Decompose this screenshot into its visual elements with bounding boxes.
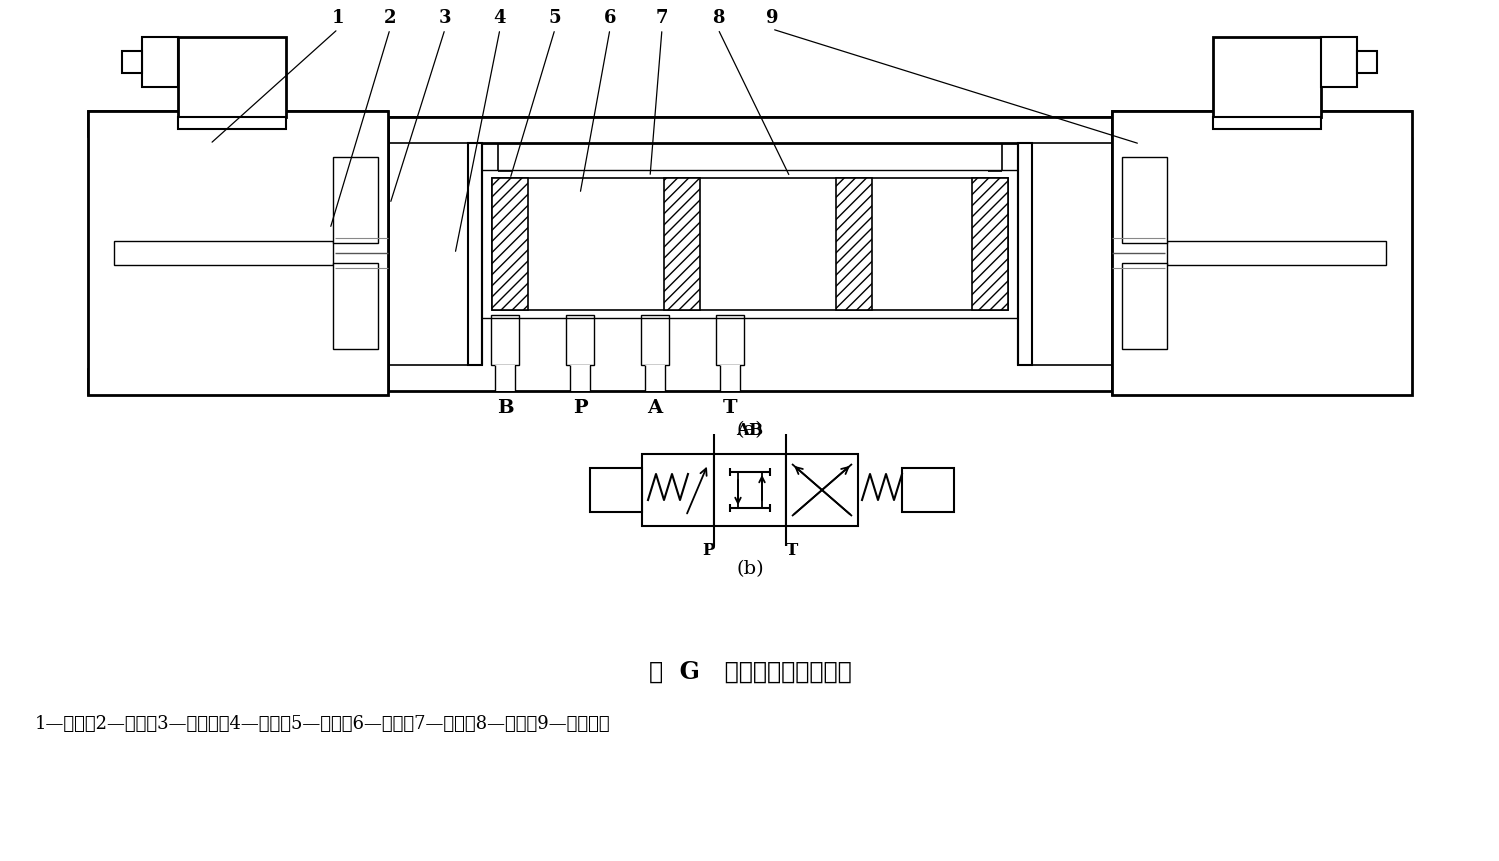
Bar [645, 366, 666, 392]
Bar [1121, 263, 1168, 350]
Bar [1168, 242, 1387, 266]
Bar [333, 158, 378, 244]
Bar [1357, 52, 1378, 74]
Bar [1213, 118, 1321, 130]
Bar [114, 266, 333, 369]
Bar [483, 174, 1018, 316]
Bar [178, 118, 286, 130]
Bar [1321, 38, 1357, 88]
Bar [664, 179, 700, 311]
Bar [642, 455, 714, 526]
Bar [570, 366, 591, 392]
Bar [495, 366, 516, 392]
Bar [720, 366, 741, 392]
Text: T: T [723, 399, 738, 417]
Bar [468, 144, 483, 366]
Text: P: P [573, 399, 588, 417]
Bar [567, 316, 594, 366]
Bar [1121, 158, 1168, 244]
Text: AB: AB [736, 422, 763, 439]
Bar [902, 468, 953, 512]
Bar [333, 263, 378, 350]
Text: 3: 3 [439, 9, 451, 27]
Bar [971, 179, 1007, 311]
Bar [785, 455, 857, 526]
Bar [388, 118, 1112, 144]
Text: 7: 7 [655, 9, 669, 27]
Text: 9: 9 [766, 9, 778, 27]
Bar [717, 316, 744, 366]
Bar [1112, 369, 1412, 395]
Text: 5: 5 [549, 9, 561, 27]
Text: 图  G   三位四通电磁换向阀: 图 G 三位四通电磁换向阀 [649, 660, 851, 684]
Bar [1168, 266, 1387, 369]
Bar [714, 455, 785, 526]
Bar [1112, 112, 1412, 395]
Bar [1387, 138, 1412, 369]
Bar [468, 144, 1031, 174]
Bar [142, 38, 178, 88]
Text: 2: 2 [384, 9, 396, 27]
Text: (a): (a) [736, 420, 763, 438]
Bar [591, 468, 642, 512]
Text: A: A [648, 399, 663, 417]
Bar [88, 112, 388, 395]
Bar [492, 179, 1007, 311]
Text: 1: 1 [331, 9, 345, 27]
Bar [1018, 144, 1031, 366]
Bar [114, 242, 333, 266]
Bar [388, 366, 1112, 392]
Text: B: B [496, 399, 513, 417]
Text: 1—阀体；2—弹簧；3—弹簧座；4—阀芯；5—线圈；6—衔铁；7—隔套；8—壳体；9—插头组件: 1—阀体；2—弹簧；3—弹簧座；4—阀芯；5—线圈；6—衔铁；7—隔套；8—壳体… [34, 714, 610, 732]
Text: P: P [702, 542, 714, 559]
Bar [178, 38, 286, 118]
Bar [388, 118, 1112, 392]
Bar [88, 138, 114, 369]
Text: 8: 8 [712, 9, 724, 27]
Bar [836, 179, 872, 311]
Bar [492, 179, 528, 311]
Bar [642, 316, 669, 366]
Bar [1213, 38, 1321, 118]
Bar [468, 316, 1031, 366]
Bar [492, 316, 519, 366]
Text: (b): (b) [736, 560, 764, 578]
Bar [1112, 112, 1412, 138]
Bar [1168, 138, 1387, 242]
Bar [114, 138, 333, 242]
Text: 6: 6 [604, 9, 616, 27]
Text: 4: 4 [493, 9, 507, 27]
Text: T: T [785, 542, 797, 559]
Bar [88, 112, 388, 138]
Bar [121, 52, 142, 74]
Bar [88, 369, 388, 395]
